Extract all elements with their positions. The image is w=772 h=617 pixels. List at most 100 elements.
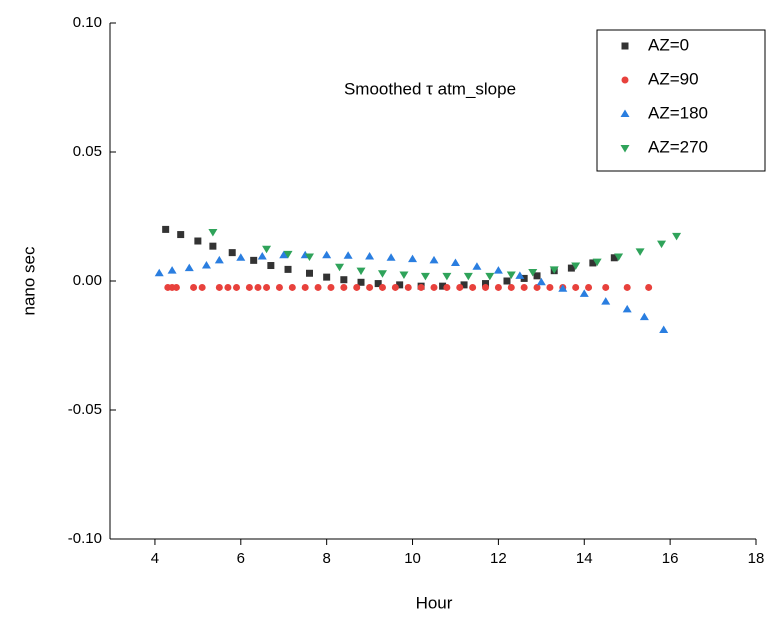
marker bbox=[579, 289, 589, 297]
marker bbox=[601, 297, 611, 305]
marker bbox=[275, 283, 283, 291]
marker bbox=[215, 283, 223, 291]
marker bbox=[284, 265, 292, 273]
marker bbox=[305, 269, 313, 277]
marker bbox=[365, 251, 375, 260]
marker bbox=[506, 271, 516, 280]
marker bbox=[167, 266, 177, 274]
x-tick-label: 16 bbox=[662, 550, 679, 567]
y-tick-label: 0.05 bbox=[73, 143, 102, 160]
marker bbox=[374, 280, 382, 288]
x-axis-label: Hour bbox=[416, 593, 453, 612]
marker bbox=[520, 274, 528, 282]
marker bbox=[353, 283, 361, 291]
marker bbox=[503, 277, 511, 285]
marker bbox=[549, 266, 559, 274]
marker bbox=[314, 283, 322, 291]
marker bbox=[430, 283, 438, 291]
marker bbox=[567, 264, 575, 272]
marker bbox=[201, 261, 211, 269]
legend-label: AZ=0 bbox=[648, 35, 689, 54]
marker bbox=[198, 283, 206, 291]
marker bbox=[263, 283, 271, 291]
marker bbox=[592, 258, 602, 267]
marker bbox=[469, 283, 477, 291]
legend-marker bbox=[620, 109, 630, 117]
marker bbox=[408, 254, 418, 263]
marker bbox=[657, 240, 667, 249]
marker bbox=[323, 273, 331, 281]
marker bbox=[327, 283, 335, 291]
marker bbox=[396, 281, 404, 289]
x-tick-label: 10 bbox=[404, 550, 421, 567]
marker bbox=[672, 232, 682, 241]
y-tick-label: 0.00 bbox=[73, 272, 102, 289]
marker bbox=[236, 253, 246, 261]
marker bbox=[533, 272, 541, 280]
marker bbox=[184, 263, 194, 272]
marker bbox=[460, 281, 468, 289]
marker bbox=[340, 283, 348, 291]
marker bbox=[546, 283, 554, 291]
marker bbox=[639, 312, 649, 321]
marker bbox=[602, 283, 610, 291]
marker bbox=[622, 304, 632, 313]
marker bbox=[301, 283, 309, 291]
marker bbox=[645, 283, 653, 291]
legend-label: AZ=180 bbox=[648, 103, 708, 122]
y-tick-label: -0.05 bbox=[68, 401, 102, 418]
marker bbox=[391, 283, 399, 291]
marker bbox=[386, 253, 396, 261]
marker bbox=[250, 256, 258, 264]
marker bbox=[572, 283, 580, 291]
marker bbox=[154, 268, 164, 277]
marker bbox=[288, 283, 296, 291]
marker bbox=[257, 251, 267, 260]
y-axis-label: nano sec bbox=[19, 246, 38, 315]
x-tick-label: 4 bbox=[151, 550, 159, 567]
marker bbox=[456, 283, 464, 291]
marker bbox=[472, 262, 482, 270]
marker bbox=[340, 276, 348, 284]
marker bbox=[420, 272, 430, 281]
marker bbox=[283, 250, 293, 259]
legend-marker bbox=[620, 145, 630, 153]
legend-label: AZ=90 bbox=[648, 69, 699, 88]
marker bbox=[482, 280, 490, 288]
marker bbox=[322, 250, 332, 259]
marker bbox=[536, 277, 546, 286]
marker bbox=[635, 248, 645, 256]
marker bbox=[610, 254, 618, 262]
legend-marker bbox=[621, 42, 629, 50]
x-tick-label: 6 bbox=[237, 550, 245, 567]
marker bbox=[190, 283, 198, 291]
marker bbox=[482, 283, 490, 291]
marker bbox=[267, 262, 275, 270]
marker bbox=[533, 283, 541, 291]
legend-marker bbox=[621, 76, 629, 84]
marker bbox=[343, 251, 353, 259]
marker bbox=[304, 253, 314, 261]
marker bbox=[209, 242, 217, 250]
marker bbox=[162, 225, 170, 233]
x-tick-label: 12 bbox=[490, 550, 507, 567]
legend-label: AZ=270 bbox=[648, 137, 708, 156]
marker bbox=[443, 283, 451, 291]
marker bbox=[233, 283, 241, 291]
marker bbox=[589, 259, 597, 267]
marker bbox=[494, 283, 502, 291]
marker bbox=[194, 237, 202, 245]
marker bbox=[172, 283, 180, 291]
marker bbox=[442, 272, 452, 281]
marker bbox=[177, 231, 185, 239]
marker bbox=[439, 282, 447, 290]
marker bbox=[366, 283, 374, 291]
marker bbox=[377, 270, 387, 278]
marker bbox=[404, 283, 412, 291]
marker bbox=[520, 283, 528, 291]
y-tick-label: -0.10 bbox=[68, 530, 102, 547]
marker bbox=[224, 283, 232, 291]
marker bbox=[208, 228, 218, 237]
marker bbox=[623, 283, 631, 291]
